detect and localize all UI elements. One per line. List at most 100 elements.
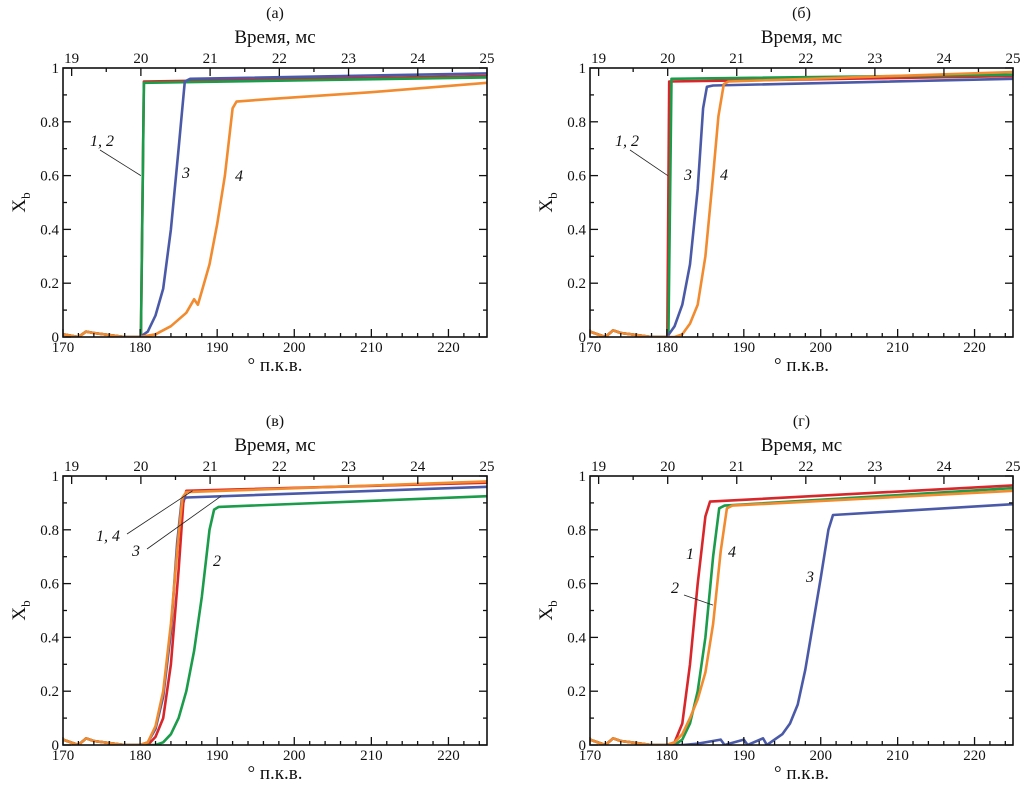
x2-tick-label: 19 [591,459,606,475]
top-axis-title: Время, мс [761,27,842,48]
y-tick-label: 0.8 [40,523,59,539]
series-line-4 [590,70,1013,337]
curve-label: 2 [213,553,221,570]
x-tick-label: 190 [206,748,229,764]
y-tick-label: 1 [579,61,587,77]
x-tick-label: 200 [283,748,306,764]
series-line-3 [63,72,487,337]
panel-label: (а) [266,5,284,22]
y-tick-label: 0 [52,330,60,346]
leader-line [683,594,714,606]
x2-tick-label: 20 [660,51,675,67]
y-tick-label: 0 [52,738,60,754]
panel-label: (б) [792,5,811,22]
series-line-3 [590,502,1013,745]
x2-tick-label: 24 [410,459,426,475]
y-tick-label: 0.4 [40,222,59,238]
series-line-4 [63,480,487,745]
leader-line [99,149,142,176]
series-line-3 [63,485,487,745]
x2-tick-label: 24 [936,51,952,67]
x2-tick-label: 21 [203,459,218,475]
y-tick-label: 1 [52,61,60,77]
series-line-2 [63,494,487,745]
x-tick-label: 210 [886,748,909,764]
y-tick-label: 0.2 [567,276,586,292]
y-axis-title: Xb [9,600,33,620]
plot-frame [62,475,488,746]
x2-tick-label: 23 [341,459,356,475]
x-tick-label: 170 [579,748,602,764]
y-axis-title: Xb [536,600,560,620]
leader-line [126,490,193,535]
curve-label: 3 [131,543,140,560]
y-tick-label: 0.2 [40,684,59,700]
y-tick-label: 0.6 [40,169,59,185]
series-group [63,72,487,337]
x2-tick-label: 22 [798,51,813,67]
x2-tick-label: 20 [133,459,148,475]
panel-label: (г) [793,413,810,430]
x-tick-label: 190 [206,340,229,356]
top-axis-title: Время, мс [761,435,842,456]
curve-label: 1 [686,546,694,563]
curve-label: 3 [805,569,814,586]
series-line-3 [590,77,1013,337]
series-group [590,484,1013,745]
leader-line [146,495,222,550]
y-axis-title: Xb [536,192,560,212]
x2-tick-label: 20 [133,51,148,67]
top-axis-title: Время, мс [234,27,315,48]
x2-tick-label: 22 [272,459,287,475]
y-tick-label: 0.4 [567,630,586,646]
plot-frame [62,67,488,338]
x-tick-label: 180 [656,748,679,764]
series-line-1 [590,74,1013,337]
series-line-2 [63,76,487,337]
x-tick-label: 180 [129,748,152,764]
x-tick-label: 200 [283,340,306,356]
x-tick-label: 200 [809,340,832,356]
top-axis-title: Время, мс [234,435,315,456]
series-line-4 [63,81,487,337]
y-tick-label: 0.6 [567,169,586,185]
y-axis-title: Xb [9,192,33,212]
curve-label: 4 [235,168,243,185]
series-line-1 [63,481,487,745]
y-tick-label: 0 [579,330,587,346]
x2-tick-label: 24 [936,459,952,475]
x2-tick-label: 22 [272,51,287,67]
y-tick-label: 0.6 [40,577,59,593]
x-tick-label: 170 [52,340,75,356]
x2-tick-label: 20 [660,459,675,475]
curve-label: 1, 2 [615,133,639,150]
x2-tick-label: 24 [410,51,426,67]
y-tick-label: 0.4 [40,630,59,646]
panel-label: (в) [266,413,284,430]
y-tick-label: 1 [52,469,60,485]
y-tick-label: 0.4 [567,222,586,238]
x2-tick-label: 25 [480,51,495,67]
leader-line [629,149,668,176]
series-group [63,480,487,745]
series-group [590,70,1013,337]
curve-label: 1, 2 [90,133,114,150]
curve-label: 4 [728,544,736,561]
y-tick-label: 0.2 [40,276,59,292]
series-line-2 [590,486,1013,745]
curve-label: 2 [671,580,679,597]
x-axis-title: ° п.к.в. [248,763,303,784]
y-tick-label: 0.2 [567,684,586,700]
x2-tick-label: 23 [341,51,356,67]
x-axis-title: ° п.к.в. [774,355,829,376]
x-tick-label: 220 [963,748,986,764]
x2-tick-label: 25 [480,459,495,475]
x-tick-label: 180 [129,340,152,356]
x-tick-label: 180 [656,340,679,356]
curve-label: 1, 4 [96,528,120,545]
series-line-1 [63,74,487,337]
